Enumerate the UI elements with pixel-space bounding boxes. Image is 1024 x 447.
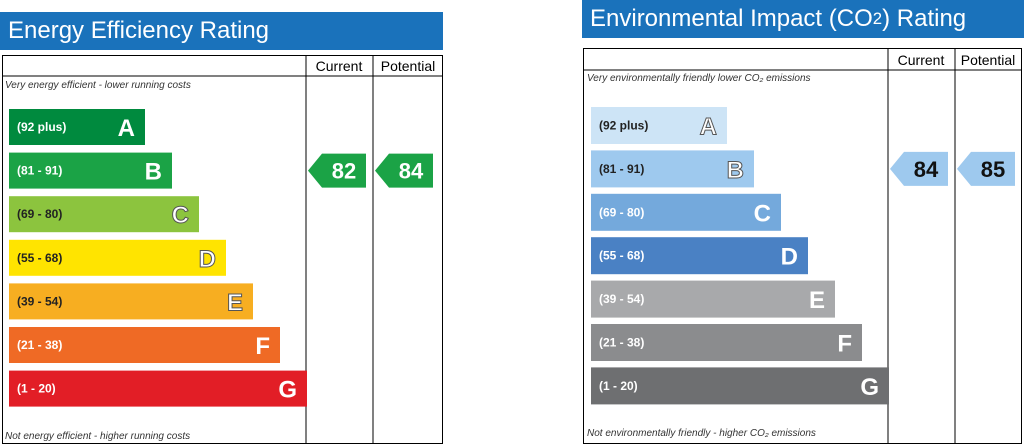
band-range-label: (92 plus) — [17, 120, 66, 134]
bottom-note: Not energy efficient - higher running co… — [5, 431, 191, 442]
potential-column-header: Potential — [960, 52, 1016, 68]
band-letter-label: C — [754, 200, 771, 227]
band-letter-label: G — [278, 377, 297, 404]
current-rating-value: 82 — [332, 159, 356, 184]
title-end: ) Rating — [882, 5, 967, 32]
band-bar-b — [591, 150, 754, 188]
band-bar-g — [591, 367, 889, 405]
band-bar-c — [591, 193, 781, 231]
current-rating-value: 84 — [914, 157, 939, 182]
band-letter-label: E — [227, 289, 243, 316]
energy-efficiency-plot: (92 plus) A (81 - 91) B (69 - 80) C (55 - 68) D… — [2, 55, 443, 444]
bottom-note: Not environmentally friendly - higher CO… — [587, 428, 816, 439]
energy-efficiency-frame — [2, 55, 443, 444]
band-range-label: (81 - 91) — [17, 164, 62, 178]
title-sub: 2 — [872, 9, 883, 28]
band-range-label: (21 - 38) — [599, 336, 644, 350]
band-letter-label: D — [199, 246, 216, 273]
current-column-header: Current — [315, 58, 363, 74]
band-letter-label: F — [255, 333, 270, 360]
band-range-label: (1 - 20) — [599, 379, 638, 393]
band-letter-label: A — [118, 115, 135, 142]
band-range-label: (39 - 54) — [17, 294, 62, 308]
environmental-impact-frame — [583, 48, 1022, 444]
band-bar-e — [9, 283, 253, 320]
band-letter-label: C — [172, 202, 189, 229]
potential-rating-value: 84 — [399, 159, 424, 184]
band-bar-d — [9, 239, 226, 276]
current-rating-arrow — [890, 151, 948, 186]
band-bar-d — [591, 237, 808, 275]
band-letter-label: D — [781, 244, 798, 271]
environmental-impact-title: Environmental Impact (CO 2) Rating — [582, 0, 1024, 38]
environmental-impact-chart: Environmental Impact (CO 2) Rating Curren… — [582, 0, 1024, 447]
energy-efficiency-chart: Energy Efficiency Rating Current Potenti… — [0, 0, 446, 447]
band-bar-e — [591, 280, 835, 318]
current-rating-arrow — [308, 153, 366, 188]
band-range-label: (21 - 38) — [17, 338, 62, 352]
band-range-label: (92 plus) — [599, 119, 648, 133]
band-letter-label: A — [700, 114, 717, 141]
band-range-label: (69 - 80) — [599, 205, 644, 219]
band-letter-label: E — [809, 287, 825, 314]
band-range-label: (55 - 68) — [599, 249, 644, 263]
potential-rating-arrow — [957, 151, 1015, 186]
band-bar-a — [591, 107, 727, 144]
potential-rating-value: 85 — [981, 157, 1005, 182]
environmental-impact-plot: (92 plus) A (81 - 91) B (69 - 80) C (55 - 68) D… — [583, 48, 1022, 444]
band-letter-label: B — [145, 159, 162, 186]
band-letter-label: F — [837, 331, 852, 358]
band-letter-label: G — [860, 374, 879, 401]
band-bar-c — [9, 196, 199, 233]
band-range-label: (1 - 20) — [17, 382, 56, 396]
current-column-header: Current — [897, 52, 945, 68]
potential-rating-arrow — [375, 153, 433, 188]
top-note: Very environmentally friendly lower CO₂ … — [587, 73, 811, 84]
band-range-label: (55 - 68) — [17, 251, 62, 265]
band-bar-b — [9, 152, 172, 189]
band-bar-g — [9, 370, 307, 407]
band-range-label: (81 - 91) — [599, 162, 644, 176]
band-range-label: (69 - 80) — [17, 207, 62, 221]
band-range-label: (39 - 54) — [599, 292, 644, 306]
energy-efficiency-title: Energy Efficiency Rating — [0, 12, 443, 50]
band-bar-f — [9, 327, 280, 363]
band-bar-a — [9, 109, 145, 145]
potential-column-header: Potential — [380, 58, 436, 74]
band-letter-label: B — [727, 157, 744, 184]
title-main: Environmental Impact (CO — [590, 5, 873, 32]
band-bar-f — [591, 324, 862, 361]
top-note: Very energy efficient - lower running co… — [5, 80, 191, 91]
